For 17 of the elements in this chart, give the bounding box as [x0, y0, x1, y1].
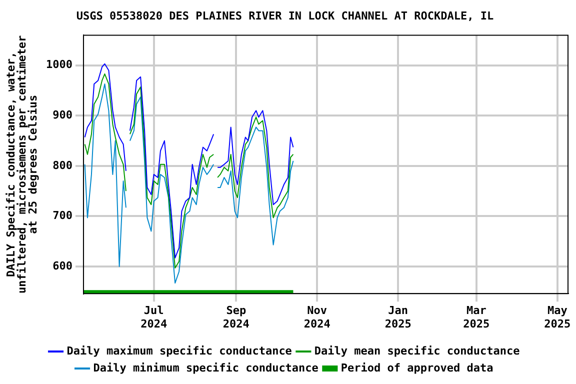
x-tick-label: May 2025 [544, 304, 571, 330]
y-tick-label: 900 [52, 108, 72, 122]
y-tick-label: 600 [52, 259, 72, 272]
y-tick-label: 800 [52, 158, 72, 172]
x-tick-label: Sep 2024 [222, 304, 250, 330]
legend-label: Daily minimum specific conductance [93, 361, 319, 374]
y-axis-title: DAILY Specific conductance, water, unfiltered, microsiemens per centimeter at 25 degrees Celsius [4, 34, 40, 294]
legend-label: Daily mean specific conductance [314, 344, 520, 358]
x-tick-label: Jan 2025 [384, 304, 412, 330]
x-tick-label: Nov 2024 [304, 304, 331, 330]
legend-label: Period of approved data [340, 361, 494, 374]
x-tick-label: Mar 2025 [463, 304, 490, 330]
y-tick-label: 1000 [46, 58, 72, 72]
y-tick-label: 700 [52, 209, 72, 222]
x-tick-label: Jul 2024 [140, 304, 168, 330]
chart-title: USGS 05538020 DES PLAINES RIVER IN LOCK CHANNEL AT ROCKDALE, IL [76, 9, 494, 22]
legend-label: Daily maximum specific conductance [66, 344, 292, 358]
